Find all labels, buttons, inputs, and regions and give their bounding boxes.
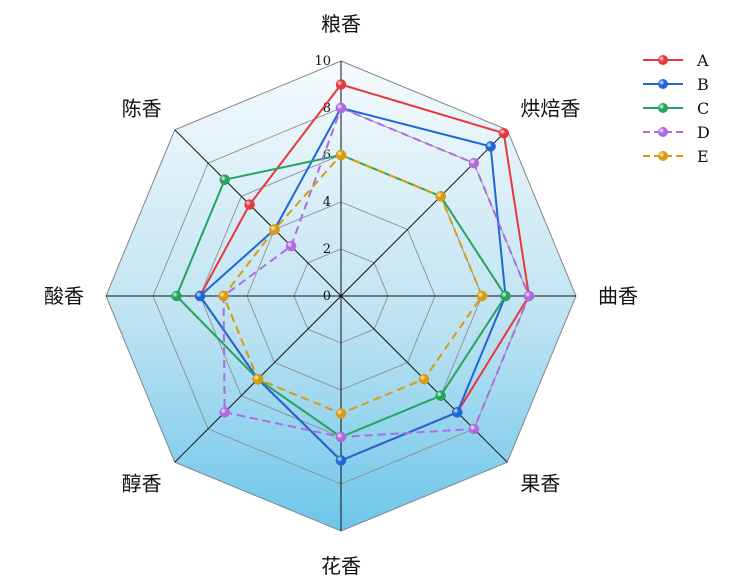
point-highlight [252,374,263,385]
legend-item-D: D [643,123,710,142]
legend-item-A: A [643,51,709,70]
legend-marker-highlight [658,79,668,89]
point-highlight [336,432,346,442]
axis-label: 陈香 [122,97,162,121]
point-highlight [452,407,463,418]
point-highlight [195,291,205,301]
legend-label: E [697,147,709,166]
point-highlight [219,174,230,185]
point-highlight [419,374,430,385]
legend-label: C [697,99,709,118]
legend-label: D [697,123,710,142]
axis-label: 烘焙香 [520,97,580,121]
tick-label: 10 [314,54,331,69]
tick-label: 6 [323,148,331,163]
legend-item-C: C [643,99,709,118]
axis-label: 曲香 [598,284,638,308]
axis-label: 果香 [520,471,560,495]
point-highlight [477,291,487,301]
legend-label: A [696,51,709,70]
series-E [218,149,488,419]
legend-item-B: B [643,75,709,94]
point-highlight [171,291,182,301]
legend-item-E: E [643,147,709,166]
point-highlight [218,291,229,301]
point-highlight [336,455,346,466]
legend-label: B [697,75,709,94]
point-highlight [435,390,446,401]
point-highlight [336,103,346,113]
axis-label: 粮香 [321,12,361,36]
tick-label: 4 [323,195,331,210]
axis-label: 醇香 [122,471,162,495]
point-highlight [286,241,297,252]
point-highlight [524,291,534,301]
point-highlight [336,150,346,160]
point-highlight [336,408,346,419]
legend-marker-highlight [658,151,668,161]
axis-spoke [340,129,508,297]
point-highlight [219,407,230,418]
axis-label: 花香 [321,554,361,578]
legend-marker-highlight [658,103,668,113]
point-highlight [244,199,255,210]
point-highlight [498,128,509,139]
legend-marker-highlight [658,127,668,137]
axis-spoke [174,129,342,297]
point-highlight [269,224,280,235]
point-highlight [485,141,496,152]
point-highlight [468,423,479,434]
point-highlight [468,158,479,169]
axis-label: 酸香 [44,284,84,308]
legend-marker-highlight [658,55,668,65]
tick-label: 2 [323,242,331,257]
point-highlight [435,191,446,202]
tick-label: 0 [323,289,331,304]
point-highlight [336,79,346,90]
point-highlight [500,291,511,301]
tick-label: 8 [323,101,331,116]
